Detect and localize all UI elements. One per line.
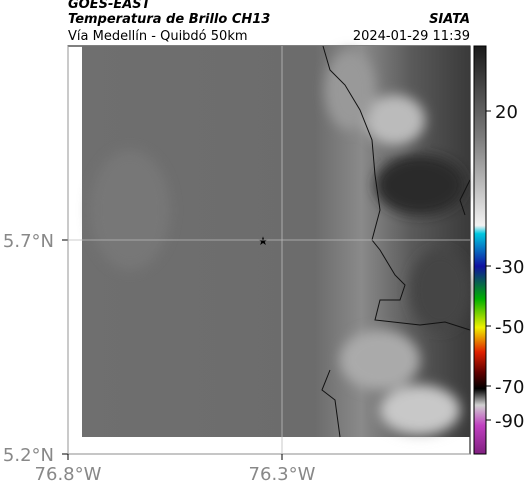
colorbar-label: -70 <box>495 377 524 398</box>
map: ★ <box>67 45 471 455</box>
city-marker: ★ <box>258 234 269 248</box>
cloud-texture <box>90 50 470 435</box>
colorbar-label: -90 <box>495 411 524 432</box>
border-line <box>321 369 341 438</box>
datetime: 2024-01-29 11:39 <box>353 29 470 44</box>
border-line <box>459 179 471 216</box>
colorbar-label: -50 <box>495 317 524 338</box>
colorbar-label: -30 <box>495 257 524 278</box>
border-line <box>322 45 471 331</box>
product: Temperatura de Brillo CH13 <box>68 12 270 27</box>
lon-tick-label: 76.3°W <box>249 464 316 485</box>
source: SIATA <box>429 12 470 27</box>
lat-tick-label: 5.7°N <box>3 231 54 252</box>
colorbar <box>473 45 487 455</box>
lat-tick-label: 5.2°N <box>3 445 54 466</box>
colorbar-label: 20 <box>495 102 518 123</box>
lon-tick-label: 76.8°W <box>35 464 102 485</box>
satellite: GOES-EAST <box>68 0 152 12</box>
region: Vía Medellín - Quibdó 50km <box>68 29 248 44</box>
